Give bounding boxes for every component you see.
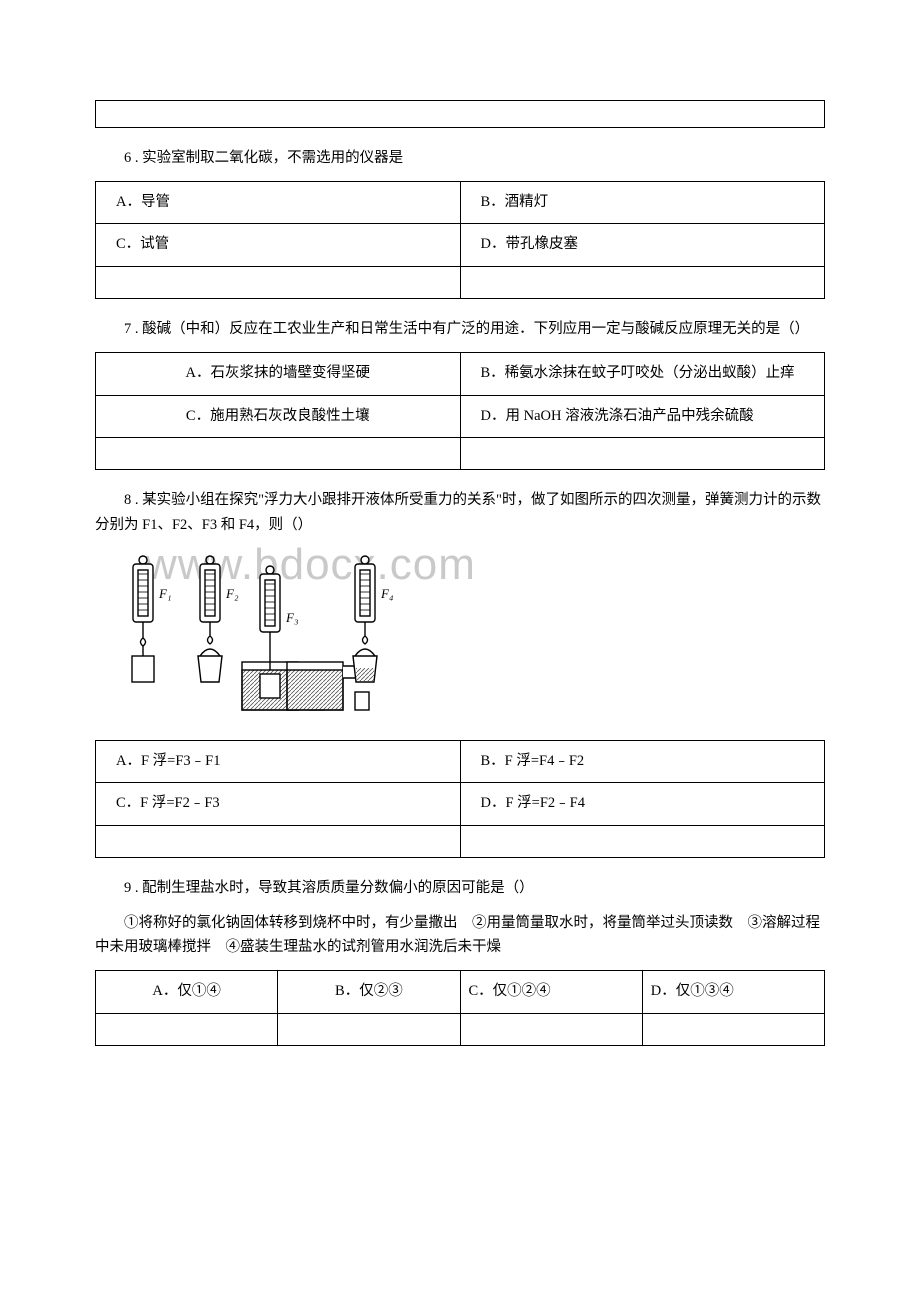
buoyancy-diagram-svg: F₁ F₂ bbox=[115, 548, 455, 728]
svg-text:F₁: F₁ bbox=[158, 586, 171, 601]
q7-intro: 7 . 酸碱（中和）反应在工农业生产和日常生活中有广泛的用途．下列应用一定与酸碱… bbox=[95, 317, 825, 342]
q6-empty-cell-1 bbox=[96, 267, 461, 299]
q9-options-table: A．仅①④ B．仅②③ C．仅①②④ D．仅①③④ bbox=[95, 970, 825, 1046]
q8-intro: 8 . 某实验小组在探究"浮力大小跟排开液体所受重力的关系"时，做了如图所示的四… bbox=[95, 488, 825, 537]
q8-option-a: A．F 浮=F3﹣F1 bbox=[96, 740, 461, 783]
leading-blank-box bbox=[95, 100, 825, 128]
q7-option-a: A．石灰浆抹的墙壁变得坚硬 bbox=[96, 352, 461, 395]
q9-intro: 9 . 配制生理盐水时，导致其溶质质量分数偏小的原因可能是（） bbox=[95, 876, 825, 901]
q9-empty-2 bbox=[278, 1013, 460, 1045]
q7-option-d: D．用 NaOH 溶液洗涤石油产品中残余硫酸 bbox=[460, 395, 825, 438]
q9-option-d: D．仅①③④ bbox=[642, 970, 824, 1013]
svg-text:F₄: F₄ bbox=[380, 586, 394, 601]
q7-empty-cell-2 bbox=[460, 438, 825, 470]
q9-option-a: A．仅①④ bbox=[96, 970, 278, 1013]
q6-option-d: D．带孔橡皮塞 bbox=[460, 224, 825, 267]
q6-intro: 6 . 实验室制取二氧化碳，不需选用的仪器是 bbox=[95, 146, 825, 171]
q6-empty-cell-2 bbox=[460, 267, 825, 299]
q6-option-a: A．导管 bbox=[96, 181, 461, 224]
q8-option-c: C．F 浮=F2﹣F3 bbox=[96, 783, 461, 826]
q6-option-c: C．试管 bbox=[96, 224, 461, 267]
q8-option-b: B．F 浮=F4﹣F2 bbox=[460, 740, 825, 783]
q8-empty-cell-2 bbox=[460, 826, 825, 858]
svg-text:F₃: F₃ bbox=[285, 610, 298, 625]
svg-text:F₂: F₂ bbox=[225, 586, 239, 601]
q6-options-table: A．导管 B．酒精灯 C．试管 D．带孔橡皮塞 bbox=[95, 181, 825, 300]
q8-options-table: A．F 浮=F3﹣F1 B．F 浮=F4﹣F2 C．F 浮=F2﹣F3 D．F … bbox=[95, 740, 825, 859]
q9-option-b: B．仅②③ bbox=[278, 970, 460, 1013]
q9-option-c: C．仅①②④ bbox=[460, 970, 642, 1013]
q7-option-c: C．施用熟石灰改良酸性土壤 bbox=[96, 395, 461, 438]
q9-empty-3 bbox=[460, 1013, 642, 1045]
q9-sub: ①将称好的氯化钠固体转移到烧杯中时，有少量撒出 ②用量筒量取水时，将量筒举过头顶… bbox=[95, 911, 825, 960]
q9-empty-4 bbox=[642, 1013, 824, 1045]
q8-figure: F₁ F₂ bbox=[115, 548, 455, 728]
q9-empty-1 bbox=[96, 1013, 278, 1045]
q6-option-b: B．酒精灯 bbox=[460, 181, 825, 224]
q8-empty-cell-1 bbox=[96, 826, 461, 858]
q7-options-table: A．石灰浆抹的墙壁变得坚硬 B．稀氨水涂抹在蚊子叮咬处（分泌出蚁酸）止痒 C．施… bbox=[95, 352, 825, 471]
q7-option-b: B．稀氨水涂抹在蚊子叮咬处（分泌出蚁酸）止痒 bbox=[460, 352, 825, 395]
q8-option-d: D．F 浮=F2﹣F4 bbox=[460, 783, 825, 826]
q7-empty-cell-1 bbox=[96, 438, 461, 470]
